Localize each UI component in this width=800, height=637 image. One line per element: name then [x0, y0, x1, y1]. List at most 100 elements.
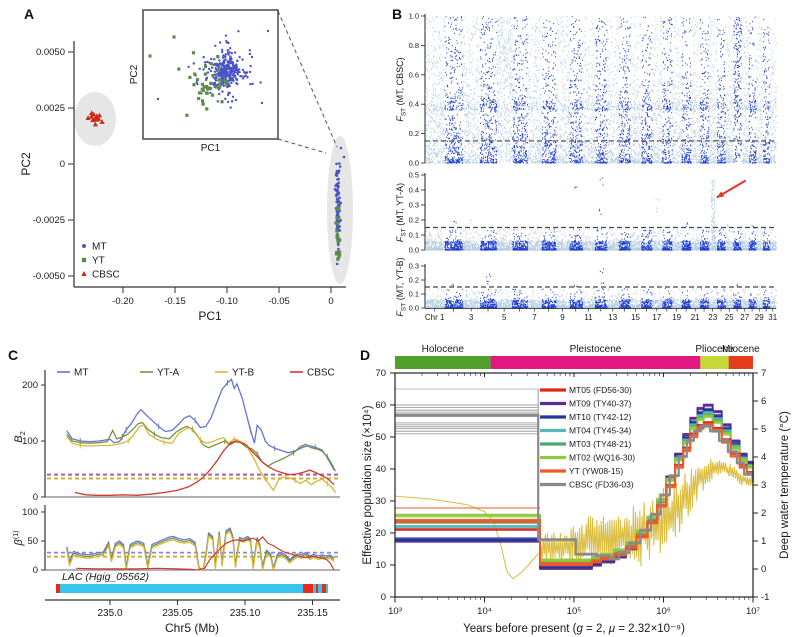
svg-text:25: 25 — [725, 313, 734, 322]
svg-text:Chr5 (Mb): Chr5 (Mb) — [165, 621, 219, 635]
svg-text:Pleistocene: Pleistocene — [570, 344, 622, 355]
svg-text:Effective population size (×10: Effective population size (×10⁴) — [362, 405, 374, 564]
svg-text:23: 23 — [708, 313, 717, 322]
svg-text:21: 21 — [691, 313, 700, 322]
svg-text:10⁶: 10⁶ — [656, 606, 671, 617]
svg-text:MT09 (TY40-37): MT09 (TY40-37) — [569, 399, 632, 409]
svg-text:FST (MT, CBSC): FST (MT, CBSC) — [395, 57, 408, 121]
svg-text:40: 40 — [375, 464, 386, 475]
svg-text:MT02 (WQ16-30): MT02 (WQ16-30) — [569, 453, 635, 463]
svg-text:235.10: 235.10 — [230, 608, 261, 619]
svg-text:Holocene: Holocene — [422, 344, 465, 355]
svg-text:0.4: 0.4 — [409, 100, 419, 109]
b2-line-CBSC — [74, 440, 335, 496]
svg-text:235.05: 235.05 — [162, 608, 193, 619]
svg-text:0.0: 0.0 — [409, 246, 419, 255]
svg-text:10⁷: 10⁷ — [746, 606, 761, 617]
svg-text:0: 0 — [328, 296, 333, 307]
inset-connector — [277, 138, 327, 154]
svg-text:-0.05: -0.05 — [268, 296, 290, 307]
svg-text:2: 2 — [761, 508, 766, 519]
svg-text:11: 11 — [584, 313, 593, 322]
svg-text:YT: YT — [92, 256, 105, 267]
svg-text:29: 29 — [755, 313, 764, 322]
svg-text:β(1): β(1) — [13, 531, 25, 547]
manhattan-points-dark — [444, 268, 771, 309]
svg-text:CBSC (FD36-03): CBSC (FD36-03) — [569, 480, 634, 490]
svg-text:0.6: 0.6 — [409, 70, 419, 79]
gene-body — [58, 584, 328, 593]
beta1-line-YT-B — [66, 530, 335, 573]
panel-b-manhattan: 0.0 0.2 0.4 0.6 0.8 1.0 FST (MT, CBSC) 0.0 0.1 0.… — [395, 12, 778, 323]
svg-text:FST (MT, YT-B): FST (MT, YT-B) — [395, 257, 408, 316]
svg-text:20: 20 — [375, 528, 386, 539]
svg-text:CBSC: CBSC — [307, 368, 335, 379]
svg-text:0.3: 0.3 — [409, 262, 419, 271]
svg-text:-0.10: -0.10 — [216, 296, 238, 307]
svg-text:235.15: 235.15 — [297, 608, 328, 619]
beta1-line-CBSC — [76, 536, 335, 571]
panel-label-c: C — [8, 347, 19, 363]
svg-text:3: 3 — [761, 480, 766, 491]
svg-text:MT03 (TY48-21): MT03 (TY48-21) — [569, 439, 632, 449]
svg-text:60: 60 — [375, 400, 386, 411]
svg-text:7: 7 — [532, 313, 537, 322]
panel-c-selection-scan: MT YT-A YT-B CBSC 0 100 200 B2 0 50 100 β(1) LAC (Hg… — [13, 368, 340, 635]
svg-text:CBSC: CBSC — [92, 270, 120, 281]
svg-text:10³: 10³ — [388, 606, 402, 617]
b2-line-MT — [66, 378, 335, 471]
svg-text:0.2: 0.2 — [409, 129, 419, 138]
svg-text:FST (MT, YT-A): FST (MT, YT-A) — [395, 183, 408, 242]
svg-text:Years before present (g = 2, μ: Years before present (g = 2, μ = 2.32×10… — [463, 623, 685, 635]
svg-text:MT: MT — [74, 368, 88, 379]
svg-text:YT (YW08-15): YT (YW08-15) — [569, 466, 623, 476]
svg-text:PC2: PC2 — [19, 152, 33, 176]
svg-text:PC1: PC1 — [198, 309, 222, 323]
svg-text:5: 5 — [502, 313, 507, 322]
svg-text:10⁴: 10⁴ — [477, 606, 492, 617]
svg-text:B2: B2 — [13, 431, 27, 443]
svg-text:10⁵: 10⁵ — [567, 606, 582, 617]
svg-text:0: 0 — [381, 592, 386, 603]
gene-exon-mark — [56, 584, 60, 593]
svg-text:3: 3 — [469, 313, 474, 322]
svg-text:6: 6 — [761, 396, 766, 407]
manhattan-points-dark — [444, 177, 771, 251]
svg-text:9: 9 — [560, 313, 565, 322]
svg-text:0.1: 0.1 — [409, 290, 419, 299]
svg-text:Chr 1: Chr 1 — [425, 313, 445, 322]
svg-text:PC2: PC2 — [129, 64, 140, 84]
b2-line-YT-B — [66, 424, 337, 493]
panel-label-b: B — [392, 6, 403, 22]
svg-text:4: 4 — [761, 452, 766, 463]
panel-label-a: A — [24, 6, 35, 22]
svg-text:13: 13 — [608, 313, 617, 322]
epoch-miocene — [728, 356, 753, 369]
psmc-line-CBSC — [395, 413, 755, 560]
gene-exon-mark — [322, 584, 326, 593]
svg-text:Pliocene: Pliocene — [695, 344, 734, 355]
svg-text:7: 7 — [761, 368, 766, 379]
svg-text:70: 70 — [375, 368, 386, 379]
svg-text:0.0: 0.0 — [409, 304, 419, 313]
svg-text:0.0050: 0.0050 — [36, 47, 65, 58]
manhattan-points-light — [425, 16, 777, 164]
svg-text:100: 100 — [22, 507, 38, 518]
svg-text:MT04 (TY45-34): MT04 (TY45-34) — [569, 426, 632, 436]
manhattan-points-light — [425, 179, 777, 251]
svg-text:30: 30 — [375, 496, 386, 507]
svg-text:10: 10 — [375, 560, 386, 571]
svg-text:200: 200 — [22, 380, 38, 391]
svg-text:Miocene: Miocene — [722, 344, 760, 355]
pca-inset: PC1 PC2 — [129, 9, 279, 154]
svg-text:YT-A: YT-A — [157, 368, 180, 379]
svg-text:31: 31 — [768, 313, 777, 322]
svg-text:0: 0 — [761, 564, 766, 575]
svg-text:-0.0050: -0.0050 — [33, 271, 65, 282]
svg-text:5: 5 — [761, 424, 766, 435]
svg-text:-0.0025: -0.0025 — [33, 215, 65, 226]
svg-text:-0.15: -0.15 — [164, 296, 186, 307]
